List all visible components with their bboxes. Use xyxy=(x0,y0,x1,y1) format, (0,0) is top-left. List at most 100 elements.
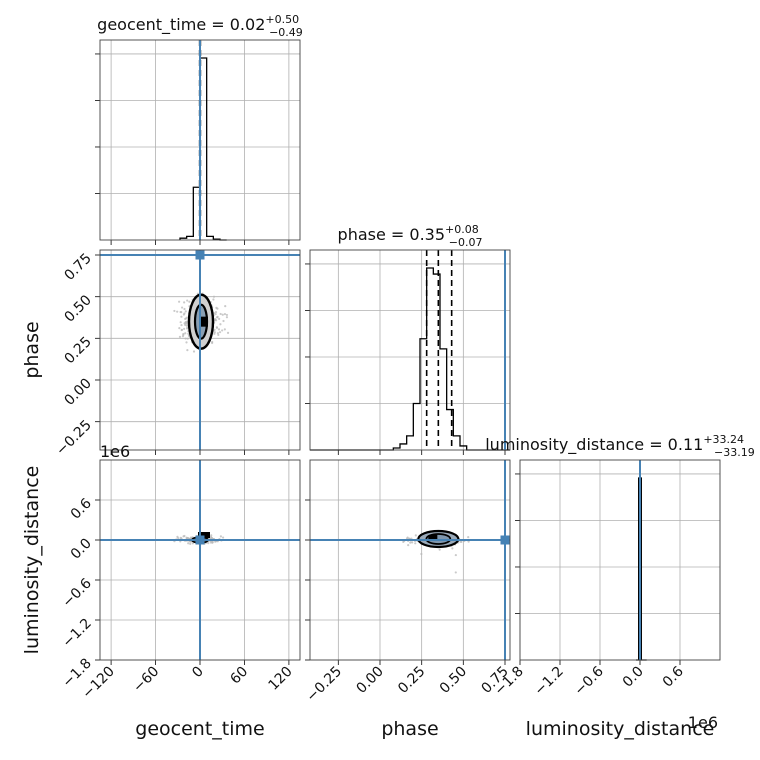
x-axis-label-phase: phase xyxy=(381,718,438,740)
x-tick-label-geocent_time: 120 xyxy=(265,664,295,694)
sample-point xyxy=(183,301,186,304)
sample-point xyxy=(215,326,218,329)
title-luminosity_distance: luminosity_distance = 0.11+33.24 −33.19 xyxy=(485,433,755,459)
sample-point xyxy=(184,317,187,321)
sample-point xyxy=(221,536,225,539)
sample-point xyxy=(182,535,185,538)
sample-point xyxy=(184,332,187,335)
sample-point xyxy=(182,313,185,316)
y-tick-label-phase: 0.25 xyxy=(61,334,94,367)
title-plus: +0.50 xyxy=(265,13,299,26)
histogram-geocent_time xyxy=(179,57,227,241)
sample-point xyxy=(216,315,219,319)
sample-point xyxy=(183,327,186,330)
sample-point xyxy=(402,540,405,544)
sample-point xyxy=(186,349,189,352)
sample-point xyxy=(183,307,186,311)
panel-frame xyxy=(99,39,301,241)
sample-point xyxy=(219,312,222,316)
sample-point xyxy=(186,299,189,302)
panel-frame xyxy=(99,249,301,451)
sample-point xyxy=(189,542,192,546)
sample-point xyxy=(192,350,196,353)
sample-point xyxy=(176,535,179,538)
x-tick-label-geocent_time: 60 xyxy=(227,664,251,688)
sample-point xyxy=(209,536,213,539)
sample-point xyxy=(420,552,423,556)
y-offset-text: 1e6 xyxy=(100,442,130,461)
title-geocent_time: geocent_time = 0.02+0.50 −0.49 xyxy=(97,13,303,39)
truth-point xyxy=(500,535,510,545)
sample-point xyxy=(217,333,220,337)
title-plus: +33.24 xyxy=(703,433,744,446)
sample-point xyxy=(217,328,221,331)
sample-point xyxy=(178,335,182,338)
sample-point xyxy=(411,541,414,544)
y-tick-label-phase: 0.75 xyxy=(61,251,94,284)
sample-point xyxy=(223,328,226,331)
sample-point xyxy=(222,319,225,323)
sample-point xyxy=(211,541,214,544)
sample-point xyxy=(454,553,457,557)
sample-point xyxy=(454,571,457,574)
x-tick-label-phase: 0.50 xyxy=(437,664,470,697)
sample-point xyxy=(219,535,223,538)
sample-point xyxy=(173,309,176,313)
sample-point xyxy=(226,331,230,334)
title-minus: −0.49 xyxy=(269,26,303,39)
panel-phase-vs-luminosity_distance xyxy=(305,459,511,665)
sample-point xyxy=(223,312,227,316)
sample-point xyxy=(438,548,441,551)
sample-point xyxy=(225,316,229,319)
sample-point xyxy=(213,332,216,335)
sample-point xyxy=(180,315,183,318)
sample-point xyxy=(211,341,214,345)
y-tick-label-luminosity_distance: −1.2 xyxy=(59,616,94,651)
sample-point xyxy=(187,542,190,545)
title-plus: +0.08 xyxy=(445,223,479,236)
x-tick-label-geocent_time: 0 xyxy=(189,664,207,682)
panel-geocent_time-vs-phase xyxy=(95,249,301,455)
sample-point xyxy=(212,298,215,301)
y-tick-label-phase: −0.25 xyxy=(53,417,95,459)
x-tick-label-luminosity_distance: 0.6 xyxy=(660,663,687,690)
panel-frame xyxy=(309,249,511,451)
sample-point xyxy=(414,534,417,537)
histogram-panel-phase xyxy=(305,249,511,455)
sample-point xyxy=(214,313,217,316)
histogram-panel-geocent_time xyxy=(95,39,301,245)
sample-point xyxy=(451,547,454,550)
x-tick-label-geocent_time: −60 xyxy=(130,664,162,696)
sample-point xyxy=(185,341,188,344)
sample-point xyxy=(467,536,470,539)
x-axis-label-geocent-time: geocent_time xyxy=(135,718,264,740)
y-tick-label-luminosity_distance: −0.6 xyxy=(59,575,94,610)
sample-point xyxy=(214,311,218,314)
sample-point xyxy=(407,543,410,547)
sample-point xyxy=(210,534,213,537)
x-tick-label-phase: 0.25 xyxy=(395,664,428,697)
sample-point xyxy=(414,542,417,545)
sample-point xyxy=(218,317,221,320)
sample-point xyxy=(409,541,412,544)
sample-point xyxy=(183,322,186,325)
sample-point xyxy=(221,313,224,316)
histogram-phase xyxy=(310,267,510,451)
x-axis-label-luminosity-distance: luminosity_distance xyxy=(526,718,715,740)
sample-point xyxy=(216,332,220,335)
sample-point xyxy=(467,540,470,543)
panel-geocent_time-vs-luminosity_distance xyxy=(95,459,301,665)
sample-point xyxy=(180,328,183,332)
y-axis-label-phase: phase xyxy=(21,321,43,378)
density-peak xyxy=(201,316,208,327)
sample-point xyxy=(212,295,216,298)
sample-point xyxy=(186,337,189,340)
x-tick-label-luminosity_distance: −0.6 xyxy=(571,663,606,698)
sample-point xyxy=(178,300,181,303)
sample-point xyxy=(179,310,182,314)
sample-point xyxy=(180,324,183,327)
sample-point xyxy=(186,326,189,329)
truth-point xyxy=(195,535,205,545)
sample-point xyxy=(216,307,219,310)
panel-frame xyxy=(99,459,301,661)
